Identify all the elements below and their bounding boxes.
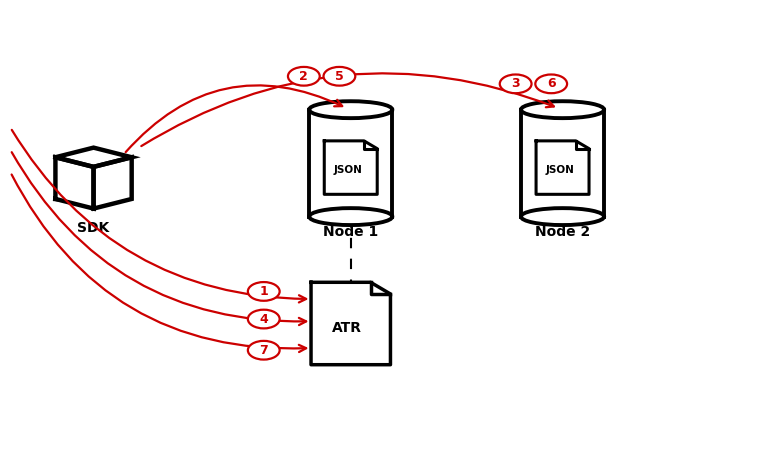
Text: Node 1: Node 1 — [323, 225, 379, 239]
Polygon shape — [56, 157, 94, 208]
Text: Node 2: Node 2 — [535, 225, 591, 239]
Text: 6: 6 — [547, 78, 555, 90]
Circle shape — [248, 282, 280, 301]
Text: 1: 1 — [259, 285, 268, 298]
Ellipse shape — [309, 101, 392, 118]
Text: JSON: JSON — [546, 165, 575, 175]
Circle shape — [248, 310, 280, 328]
Circle shape — [288, 67, 320, 86]
FancyArrowPatch shape — [141, 74, 554, 146]
Polygon shape — [311, 282, 390, 365]
Polygon shape — [325, 141, 377, 194]
FancyArrowPatch shape — [11, 175, 306, 352]
Text: 7: 7 — [259, 344, 268, 357]
Text: ATR: ATR — [331, 321, 362, 335]
Text: 2: 2 — [299, 70, 308, 83]
Ellipse shape — [521, 208, 604, 225]
Ellipse shape — [521, 101, 604, 118]
Text: SDK: SDK — [78, 221, 110, 235]
Circle shape — [248, 341, 280, 359]
Text: JSON: JSON — [334, 165, 363, 175]
Circle shape — [536, 74, 567, 93]
Ellipse shape — [309, 208, 392, 225]
Polygon shape — [56, 147, 132, 167]
Bar — [309, 110, 392, 216]
Text: 3: 3 — [511, 78, 520, 90]
FancyArrowPatch shape — [126, 85, 342, 152]
Text: 4: 4 — [259, 313, 268, 326]
FancyArrowPatch shape — [11, 130, 306, 303]
Text: 5: 5 — [335, 70, 344, 83]
Circle shape — [324, 67, 355, 86]
Ellipse shape — [521, 101, 604, 118]
Bar — [521, 110, 604, 216]
Circle shape — [500, 74, 532, 93]
FancyArrowPatch shape — [11, 152, 306, 325]
Ellipse shape — [309, 101, 392, 118]
Polygon shape — [536, 141, 589, 194]
Polygon shape — [94, 157, 132, 208]
